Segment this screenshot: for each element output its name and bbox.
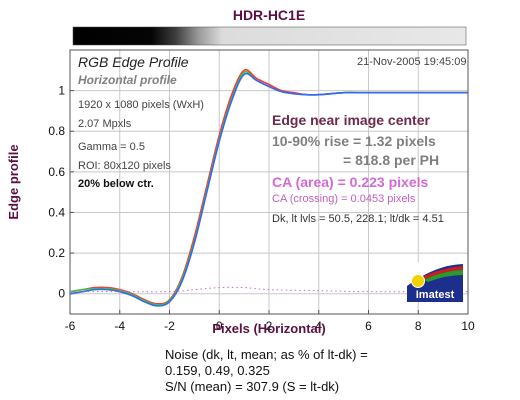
gamma: Gamma = 0.5 [78, 141, 145, 153]
resolution: 1920 x 1080 pixels (WxH) [78, 99, 204, 111]
x-tick-label: -6 [65, 319, 76, 333]
profile-kind: Horizontal profile [78, 73, 177, 87]
megapixels: 2.07 Mpxls [78, 118, 132, 130]
x-tick-label: 4 [315, 319, 322, 333]
logo-text: Imatest [416, 289, 455, 301]
y-tick-label: 0.4 [48, 205, 65, 219]
y-tick-label: 1 [58, 84, 65, 98]
timestamp: 21-Nov-2005 19:45:09 [357, 56, 467, 68]
x-tick-label: 2 [266, 319, 273, 333]
series-layer [69, 68, 468, 307]
series-line-2 [69, 72, 468, 307]
noise-line-1: Noise (dk, lt, mean; as % of lt-dk) = [165, 347, 368, 362]
roi: ROI: 80x120 pixels [78, 160, 171, 172]
edge-location: Edge near image center [272, 112, 430, 128]
x-tick-label: -4 [114, 319, 125, 333]
rise-distance: 10-90% rise = 1.32 pixels [272, 133, 436, 149]
rise-per-ph: = 818.8 per PH [343, 152, 440, 168]
x-tick-label: 10 [461, 319, 475, 333]
grid-layer [70, 50, 468, 314]
edge-gradient-strip [72, 26, 467, 46]
x-tick-label: 8 [415, 319, 422, 333]
rgb-profile-title: RGB Edge Profile [78, 54, 189, 70]
x-tick-label: 6 [365, 319, 372, 333]
x-axis-label: Pixels (Horizontal) [212, 321, 325, 336]
y-tick-label: 0.2 [48, 246, 65, 260]
imatest-logo: Imatest [407, 262, 463, 302]
noise-line-3: S/N (mean) = 307.9 (S = lt-dk) [165, 379, 340, 394]
y-tick-label: 0 [58, 287, 65, 301]
x-tick-label: 0 [216, 319, 223, 333]
y-tick-label: 0.8 [48, 124, 65, 138]
y-tick-label: 0.6 [48, 165, 65, 179]
y-axis-label: Edge profile [6, 144, 21, 219]
ca-area: CA (area) = 0.223 pixels [272, 174, 429, 190]
x-tick-label: -2 [164, 319, 175, 333]
series-line-3 [70, 286, 468, 293]
roi-position: 20% below ctr. [78, 178, 154, 190]
tick-layer: -6 -4 -2 0 2 4 6 8 10 0 0.2 0.4 0.6 0.8 1 [48, 84, 475, 333]
noise-line-2: 0.159, 0.49, 0.325 [165, 363, 270, 378]
levels: Dk, lt lvls = 50.5, 228.1; lt/dk = 4.51 [272, 213, 444, 225]
ca-crossing: CA (crossing) = 0.0453 pixels [272, 193, 416, 205]
chart-title: HDR-HC1E [233, 7, 305, 23]
